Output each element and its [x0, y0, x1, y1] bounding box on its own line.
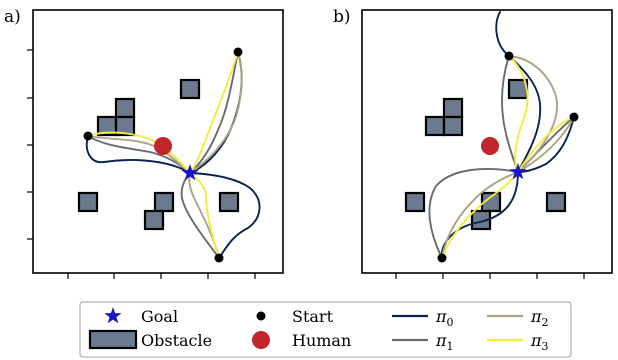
obstacle	[442, 115, 464, 137]
legend-entry-human: Human	[252, 331, 351, 350]
panel-b-obstacles	[404, 78, 567, 231]
goal-star-icon	[104, 307, 122, 324]
trajectory-pi1	[87, 135, 191, 174]
trajectory-pi3	[87, 131, 191, 174]
human-dot-icon	[252, 331, 270, 349]
trajectory-pi0	[517, 116, 575, 173]
obstacle	[153, 191, 175, 213]
trajectory-pi2	[508, 55, 558, 173]
legend-entry-goal: Goal	[104, 307, 178, 326]
human-marker	[481, 137, 499, 155]
trajectory-pi3	[508, 55, 529, 173]
obstacle	[545, 191, 567, 213]
trajectory-pi2	[517, 116, 575, 173]
obstacle	[77, 191, 99, 213]
obstacle	[442, 97, 464, 119]
legend-entry-obstacle: Obstacle	[88, 329, 212, 350]
panel-b-label: b)	[333, 7, 351, 27]
panel-b-ticks	[395, 273, 585, 279]
panel-b-trajectories	[428, 11, 575, 259]
panel-a-ticks	[27, 49, 256, 279]
legend-box	[79, 301, 572, 358]
trajectory-pi1	[189, 51, 239, 174]
panel-b: b)	[333, 7, 613, 279]
obstacle	[470, 209, 492, 231]
goal-marker	[509, 163, 527, 180]
panel-b-frame	[361, 9, 613, 274]
start-marker	[437, 253, 447, 263]
obstacle	[114, 115, 136, 137]
obstacle-swatch-icon	[88, 329, 138, 350]
obstacle	[404, 191, 426, 213]
obstacle	[424, 115, 446, 137]
legend-entry-pi1: π1	[392, 331, 454, 353]
legend-entry-pi2: π2	[487, 307, 549, 329]
start-marker	[214, 253, 224, 263]
start-marker	[504, 51, 514, 61]
legend-label-human: Human	[292, 331, 351, 350]
legend-label-obstacle: Obstacle	[141, 331, 212, 350]
legend-label-goal: Goal	[141, 307, 178, 326]
obstacle	[507, 78, 529, 100]
trajectory-pi2	[441, 171, 519, 259]
panel-a: a)	[4, 7, 284, 279]
start-dot-icon	[256, 311, 266, 321]
panel-a-trajectories	[85, 51, 261, 259]
panel-a-frame	[32, 9, 284, 274]
trajectory-pi2	[87, 135, 191, 174]
panel-a-label: a)	[4, 7, 21, 27]
start-marker	[569, 112, 579, 122]
obstacle	[218, 191, 240, 213]
trajectory-pi0	[495, 11, 542, 173]
legend-entry-start: Start	[256, 307, 334, 326]
trajectory-pi2	[189, 51, 243, 174]
trajectory-pi0	[189, 172, 261, 259]
trajectory-pi3	[189, 172, 220, 259]
trajectory-pi3	[517, 116, 575, 173]
legend-label-pi3: π3	[530, 331, 549, 353]
legend-entry-pi3: π3	[487, 331, 549, 353]
human-marker	[154, 137, 172, 155]
legend-label-pi2: π2	[530, 307, 549, 329]
obstacle	[179, 78, 201, 100]
goal-marker	[181, 164, 199, 181]
start-marker	[233, 47, 243, 57]
trajectory-pi3	[189, 51, 239, 174]
obstacle	[143, 209, 165, 231]
legend-label-pi0: π0	[435, 307, 454, 329]
start-marker	[83, 131, 93, 141]
trajectory-pi1	[180, 172, 220, 259]
legend-label-pi1: π1	[435, 331, 454, 353]
trajectory-pi1	[501, 55, 519, 173]
trajectory-pi3	[441, 171, 519, 259]
panel-a-obstacles	[77, 78, 240, 231]
legend-label-start: Start	[292, 307, 334, 326]
legend: Goal Obstacle Start Human π0 π1 π2 π3	[79, 301, 572, 358]
trajectory-pi1	[428, 168, 519, 259]
obstacle	[114, 97, 136, 119]
legend-entry-pi0: π0	[392, 307, 454, 329]
